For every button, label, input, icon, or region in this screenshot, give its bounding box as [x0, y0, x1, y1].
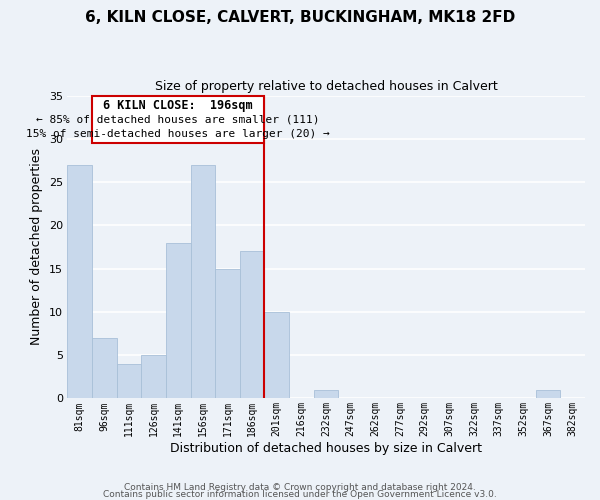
Bar [314, 390, 338, 398]
Text: ← 85% of detached houses are smaller (111): ← 85% of detached houses are smaller (11… [37, 115, 320, 125]
Text: 6 KILN CLOSE:  196sqm: 6 KILN CLOSE: 196sqm [103, 98, 253, 112]
Bar [116, 364, 141, 398]
Bar [191, 165, 215, 398]
Bar [92, 338, 116, 398]
Y-axis label: Number of detached properties: Number of detached properties [31, 148, 43, 346]
Bar [67, 165, 92, 398]
Text: Contains HM Land Registry data © Crown copyright and database right 2024.: Contains HM Land Registry data © Crown c… [124, 484, 476, 492]
Text: 15% of semi-detached houses are larger (20) →: 15% of semi-detached houses are larger (… [26, 130, 330, 140]
Text: 6, KILN CLOSE, CALVERT, BUCKINGHAM, MK18 2FD: 6, KILN CLOSE, CALVERT, BUCKINGHAM, MK18… [85, 10, 515, 25]
Bar [141, 355, 166, 399]
Bar [240, 252, 265, 398]
X-axis label: Distribution of detached houses by size in Calvert: Distribution of detached houses by size … [170, 442, 482, 455]
Bar [215, 268, 240, 398]
Bar [265, 312, 289, 398]
Text: Contains public sector information licensed under the Open Government Licence v3: Contains public sector information licen… [103, 490, 497, 499]
Title: Size of property relative to detached houses in Calvert: Size of property relative to detached ho… [155, 80, 497, 93]
Bar [536, 390, 560, 398]
FancyBboxPatch shape [92, 96, 265, 143]
Bar [166, 242, 191, 398]
